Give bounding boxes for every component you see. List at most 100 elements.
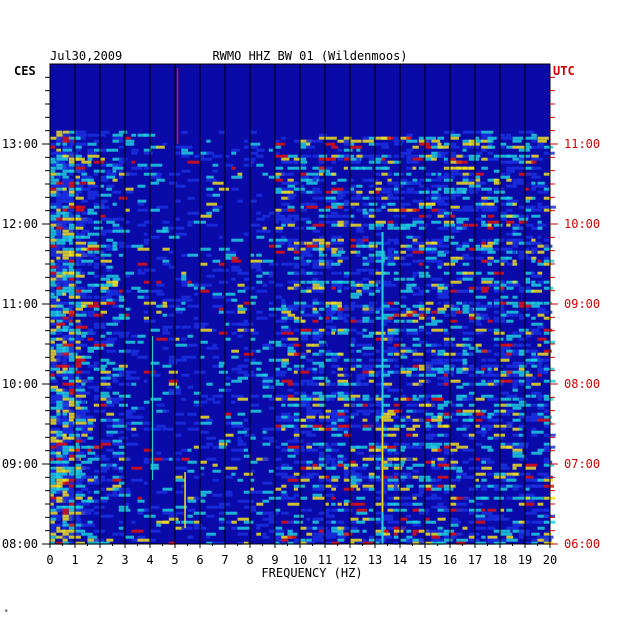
noise-cell [118,532,125,536]
x-tick-label: 14 [393,553,407,567]
noise-cell [387,202,396,206]
noise-cell [425,361,433,365]
noise-cell [456,223,462,227]
noise-cell [443,220,452,224]
noise-cell [512,259,517,263]
noise-cell [525,208,532,212]
noise-cell [356,379,361,383]
noise-cell [62,277,68,281]
noise-cell [443,187,455,191]
noise-cell [50,343,60,347]
noise-cell [531,241,542,245]
noise-cell [162,259,170,263]
noise-cell [337,328,348,332]
noise-cell [518,400,527,404]
noise-cell [112,316,124,320]
noise-cell [400,397,409,401]
noise-cell [425,394,435,398]
noise-cell [518,493,526,497]
noise-cell [481,313,488,317]
noise-cell [256,148,265,152]
noise-cell [381,313,388,317]
noise-cell [81,427,87,431]
noise-cell [312,376,323,380]
noise-cell [56,472,68,476]
noise-cell [75,391,83,395]
noise-cell [131,286,141,290]
noise-cell [525,331,534,335]
noise-cell [525,241,535,245]
noise-cell [512,529,525,533]
noise-cell [125,274,130,278]
noise-cell [231,394,244,398]
noise-cell [75,454,86,458]
noise-cell [68,238,73,242]
noise-cell [287,184,295,188]
noise-cell [100,466,110,470]
noise-cell [56,205,63,209]
noise-cell [331,247,344,251]
noise-cell [75,469,83,473]
noise-cell [475,286,485,290]
right-timezone-label: UTC [553,64,575,78]
noise-cell [456,367,466,371]
noise-cell [75,490,83,494]
noise-cell [400,310,410,314]
noise-cell [137,289,149,293]
noise-cell [87,286,96,290]
noise-cell [56,175,62,179]
noise-cell [325,424,333,428]
noise-cell [506,172,511,176]
noise-cell [543,340,555,344]
noise-cell [112,532,119,536]
noise-cell [425,139,431,143]
noise-cell [50,502,54,506]
noise-cell [162,520,170,524]
noise-cell [243,454,251,458]
noise-cell [93,469,101,473]
noise-cell [437,358,444,362]
x-tick-label: 6 [196,553,203,567]
noise-cell [50,160,60,164]
noise-cell [212,178,217,182]
noise-cell [131,352,138,356]
noise-cell [75,451,85,455]
noise-cell [400,244,410,248]
noise-cell [187,343,198,347]
noise-cell [112,298,118,302]
noise-cell [525,280,531,284]
noise-cell [375,286,384,290]
noise-cell [337,454,344,458]
noise-cell [362,238,369,242]
noise-cell [387,517,394,521]
noise-cell [437,433,448,437]
noise-cell [206,193,217,197]
noise-cell [500,217,507,221]
noise-cell [418,313,427,317]
noise-cell [481,166,488,170]
noise-cell [293,343,301,347]
noise-cell [287,502,300,506]
noise-cell [62,262,70,266]
noise-cell [512,262,517,266]
noise-cell [218,370,228,374]
noise-cell [81,175,93,179]
noise-cell [75,349,82,353]
noise-cell [406,457,412,461]
noise-cell [287,349,296,353]
noise-cell [62,316,69,320]
x-tick-label: 5 [171,553,178,567]
noise-cell [368,223,378,227]
noise-cell [150,463,159,467]
noise-cell [500,238,505,242]
noise-cell [275,214,285,218]
noise-cell [406,154,418,158]
noise-cell [287,382,294,386]
noise-cell [318,370,325,374]
noise-cell [493,304,504,308]
noise-cell [481,289,489,293]
noise-cell [162,508,174,512]
noise-cell [468,532,480,536]
noise-cell [287,541,294,545]
noise-cell [425,541,433,545]
